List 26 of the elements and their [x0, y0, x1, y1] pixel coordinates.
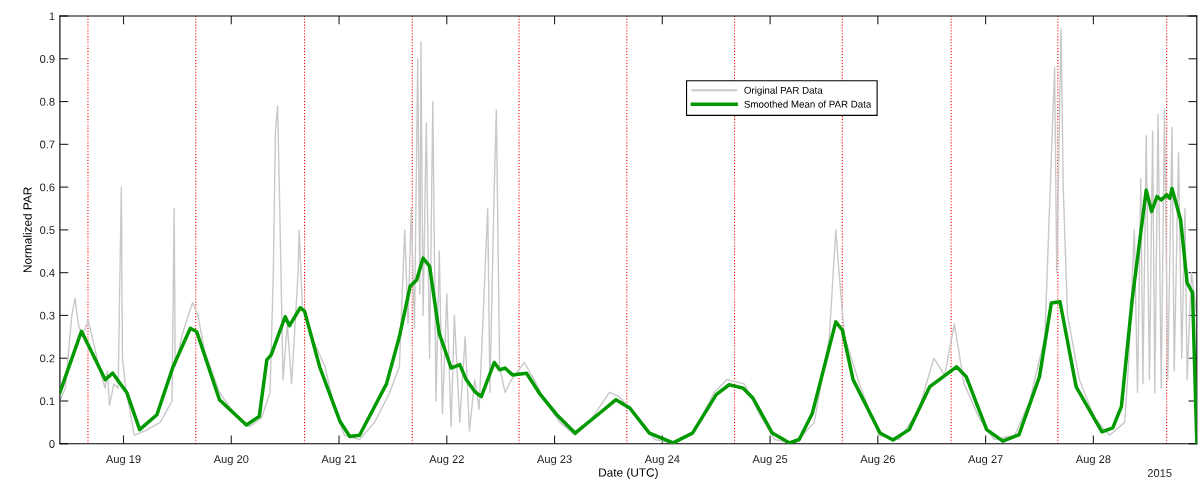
x-tick-label: Aug 23 — [536, 455, 572, 466]
y-tick-label: 0.7 — [40, 140, 55, 149]
legend-label: Smoothed Mean of PAR Data — [744, 100, 872, 108]
x-tick-label: Aug 28 — [1075, 455, 1111, 466]
y-tick-label: 0 — [49, 440, 55, 448]
y-tick-label: 0.5 — [40, 226, 55, 235]
x-tick-label: Aug 24 — [644, 455, 680, 466]
y-tick-label: 0.1 — [40, 397, 55, 406]
x-axis-title: Date (UTC) — [599, 468, 658, 480]
x-tick-label: Aug 27 — [968, 455, 1003, 466]
y-tick-label: 0.3 — [40, 311, 55, 320]
y-tick-label: 1 — [49, 12, 55, 21]
y-tick-label: 0.4 — [40, 268, 55, 277]
x-tick-label: Aug 20 — [213, 455, 249, 466]
x-tick-label: Aug 22 — [429, 455, 464, 466]
text: 2015 — [1147, 469, 1172, 477]
y-tick-label: 0.9 — [40, 55, 55, 63]
legend-label: Original PAR Data — [744, 86, 823, 96]
y-tick-label: 0.2 — [40, 354, 55, 363]
x-tick-label: Aug 21 — [321, 455, 357, 466]
x-tick-label: Aug 26 — [860, 455, 895, 466]
x-tick-label: Aug 25 — [752, 455, 788, 466]
y-tick-label: 0.8 — [40, 97, 55, 106]
y-tick-label: 0.6 — [40, 183, 55, 192]
x-tick-label: Aug 19 — [105, 455, 141, 466]
y-axis-title: Normalized PAR — [23, 187, 32, 273]
